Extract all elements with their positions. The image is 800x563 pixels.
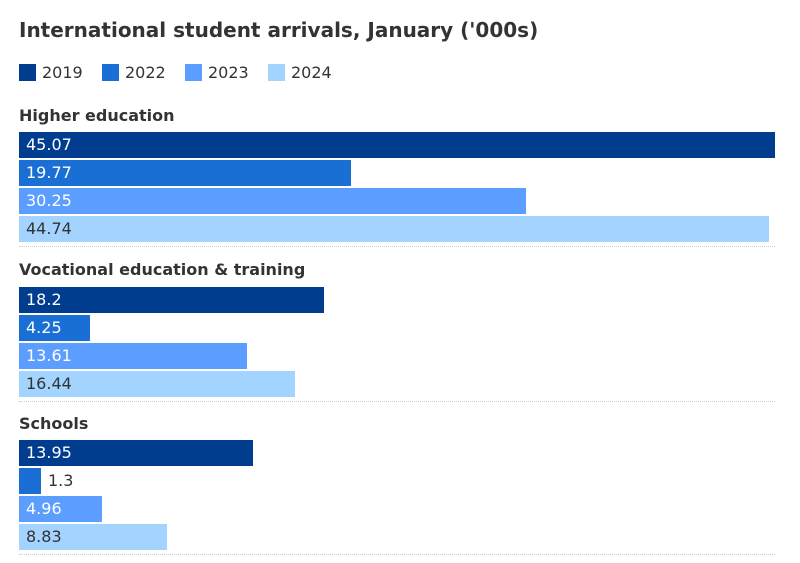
bar-value-label: 13.95 [26, 443, 72, 462]
bar-value-label: 44.74 [26, 219, 72, 238]
legend-swatch [268, 64, 285, 81]
bar-2019 [19, 132, 775, 158]
bar-2022 [19, 468, 41, 494]
legend-swatch [102, 64, 119, 81]
bar-2019 [19, 287, 324, 313]
bar-2023 [19, 188, 526, 214]
bar-2023 [19, 496, 102, 522]
group-title: Schools [19, 414, 89, 433]
chart-title: International student arrivals, January … [19, 18, 539, 42]
bar-2022 [19, 315, 90, 341]
bar-value-label: 16.44 [26, 374, 72, 393]
bar-value-label: 19.77 [26, 163, 72, 182]
group-separator [19, 246, 775, 247]
bar-value-label: 4.96 [26, 499, 62, 518]
bar-value-label: 13.61 [26, 346, 72, 365]
bar-2019 [19, 440, 253, 466]
bar-value-label: 4.25 [26, 318, 62, 337]
group-title: Vocational education & training [19, 260, 306, 279]
bar-value-label: 30.25 [26, 191, 72, 210]
bar-2022 [19, 160, 351, 186]
legend-swatch [19, 64, 36, 81]
legend-label: 2023 [208, 63, 249, 82]
bar-value-label: 18.2 [26, 290, 62, 309]
bar-2024 [19, 524, 167, 550]
legend-label: 2022 [125, 63, 166, 82]
bar-value-label: 1.3 [48, 471, 74, 490]
legend-swatch [185, 64, 202, 81]
legend-label: 2024 [291, 63, 332, 82]
group-separator [19, 554, 775, 555]
bar-2024 [19, 371, 295, 397]
bar-value-label: 45.07 [26, 135, 72, 154]
group-separator [19, 401, 775, 402]
bar-2023 [19, 343, 247, 369]
group-title: Higher education [19, 106, 175, 125]
legend-label: 2019 [42, 63, 83, 82]
bar-2024 [19, 216, 769, 242]
bar-value-label: 8.83 [26, 527, 62, 546]
